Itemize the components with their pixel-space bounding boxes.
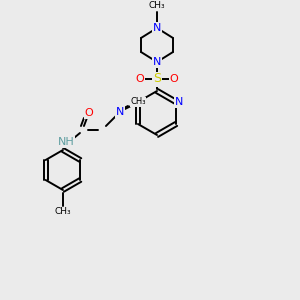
Text: O: O xyxy=(136,74,144,84)
Text: CH₃: CH₃ xyxy=(130,98,146,106)
Text: O: O xyxy=(169,74,178,84)
Text: N: N xyxy=(153,23,161,33)
Text: CH₃: CH₃ xyxy=(55,208,71,217)
Text: N: N xyxy=(153,57,161,67)
Text: NH: NH xyxy=(58,137,74,147)
Text: S: S xyxy=(153,73,161,85)
Text: N: N xyxy=(175,97,183,107)
Text: N: N xyxy=(116,107,124,117)
Text: O: O xyxy=(85,108,93,118)
Text: CH₃: CH₃ xyxy=(149,2,165,10)
